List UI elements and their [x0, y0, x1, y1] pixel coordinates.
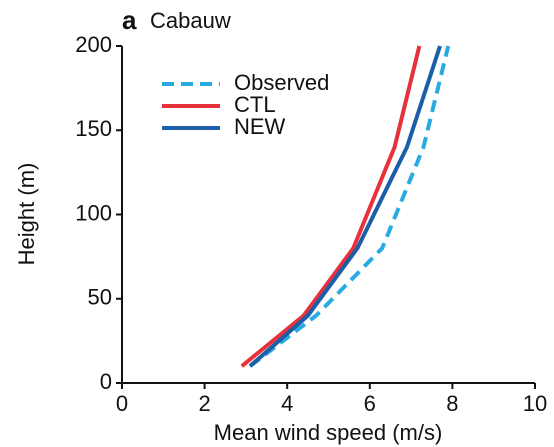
series-line [248, 45, 442, 368]
chart-title: Cabauw [150, 8, 231, 33]
x-tick-label: 6 [364, 391, 376, 416]
y-axis-label: Height (m) [14, 163, 39, 266]
x-tick-label: 10 [523, 391, 547, 416]
y-tick-label: 150 [75, 116, 112, 141]
panel-label: a [122, 5, 137, 35]
series-line [240, 45, 422, 368]
x-tick-label: 4 [281, 391, 293, 416]
axis-line [121, 46, 535, 384]
x-tick-label: 8 [446, 391, 458, 416]
legend-label: NEW [234, 114, 286, 139]
x-tick-label: 0 [116, 391, 128, 416]
legend-label: CTL [234, 92, 276, 117]
x-tick-label: 2 [198, 391, 210, 416]
x-axis-label: Mean wind speed (m/s) [214, 420, 443, 445]
y-tick-label: 0 [100, 369, 112, 394]
series-line [248, 45, 451, 368]
y-tick-label: 200 [75, 32, 112, 57]
legend-label: Observed [234, 70, 329, 95]
y-tick-label: 50 [88, 285, 112, 310]
y-tick-label: 100 [75, 200, 112, 225]
